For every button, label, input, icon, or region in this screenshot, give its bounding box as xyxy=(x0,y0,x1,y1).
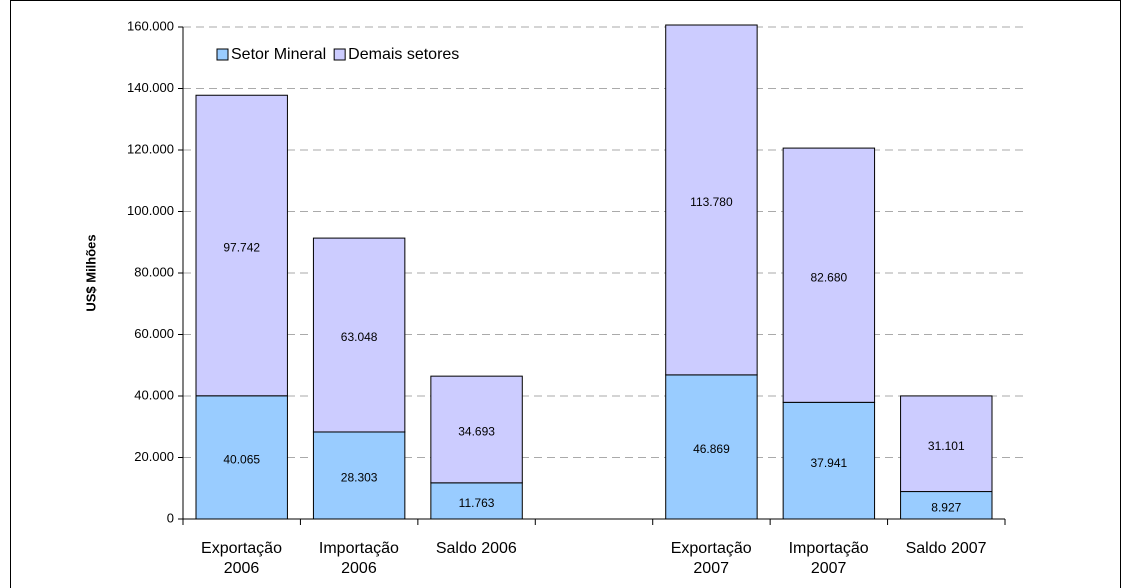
legend-label: Setor Mineral xyxy=(231,46,326,63)
frame xyxy=(10,0,1121,588)
bar-segment xyxy=(782,147,876,403)
bar-segment xyxy=(430,482,523,520)
value-label: 82.680 xyxy=(811,270,848,284)
legend-swatch xyxy=(333,48,346,61)
bar-segment xyxy=(430,375,523,484)
bar-segment xyxy=(665,24,758,376)
value-label: 46.869 xyxy=(693,442,730,456)
value-label: 8.927 xyxy=(931,500,961,514)
bar-segment xyxy=(195,395,288,520)
y-tick-label: 60.000 xyxy=(134,326,174,341)
bar-segment xyxy=(312,237,406,433)
value-label: 11.763 xyxy=(459,496,495,510)
x-tick-label: Exportação 2006 xyxy=(201,540,282,577)
x-tick-label: Importação 2006 xyxy=(318,540,399,577)
x-tick-label: Saldo 2007 xyxy=(905,540,987,557)
y-tick-label: 20.000 xyxy=(134,449,174,464)
bar-segment xyxy=(195,94,288,397)
value-label: 63.048 xyxy=(341,330,378,344)
x-tick-label: Exportação 2007 xyxy=(670,540,752,577)
value-label: 97.742 xyxy=(223,241,260,255)
y-axis-title: US$ Milhões xyxy=(83,234,98,311)
bar-segment xyxy=(312,431,406,520)
value-label: 31.101 xyxy=(928,439,965,453)
bar-segment xyxy=(900,491,993,520)
bar-segment xyxy=(665,374,758,520)
x-tick-label: Importação 2007 xyxy=(788,540,869,577)
bar-segment xyxy=(782,401,876,520)
value-label: 40.065 xyxy=(223,453,260,467)
value-label: 34.693 xyxy=(458,425,495,439)
legend-swatch xyxy=(216,48,229,61)
y-tick-label: 120.000 xyxy=(127,141,174,156)
value-label: 28.303 xyxy=(341,471,378,485)
legend-label: Demais setores xyxy=(348,46,459,63)
bar-segment xyxy=(900,395,993,493)
y-tick-label: 40.000 xyxy=(134,387,174,402)
y-tick-label: 80.000 xyxy=(134,264,174,279)
y-tick-label: 160.000 xyxy=(127,18,174,33)
value-label: 37.941 xyxy=(811,456,848,470)
value-label: 113.780 xyxy=(690,195,733,209)
y-tick-label: 0 xyxy=(167,510,174,525)
y-tick-label: 100.000 xyxy=(127,203,174,218)
y-tick-label: 140.000 xyxy=(127,80,174,95)
x-tick-label: Saldo 2006 xyxy=(435,540,517,557)
